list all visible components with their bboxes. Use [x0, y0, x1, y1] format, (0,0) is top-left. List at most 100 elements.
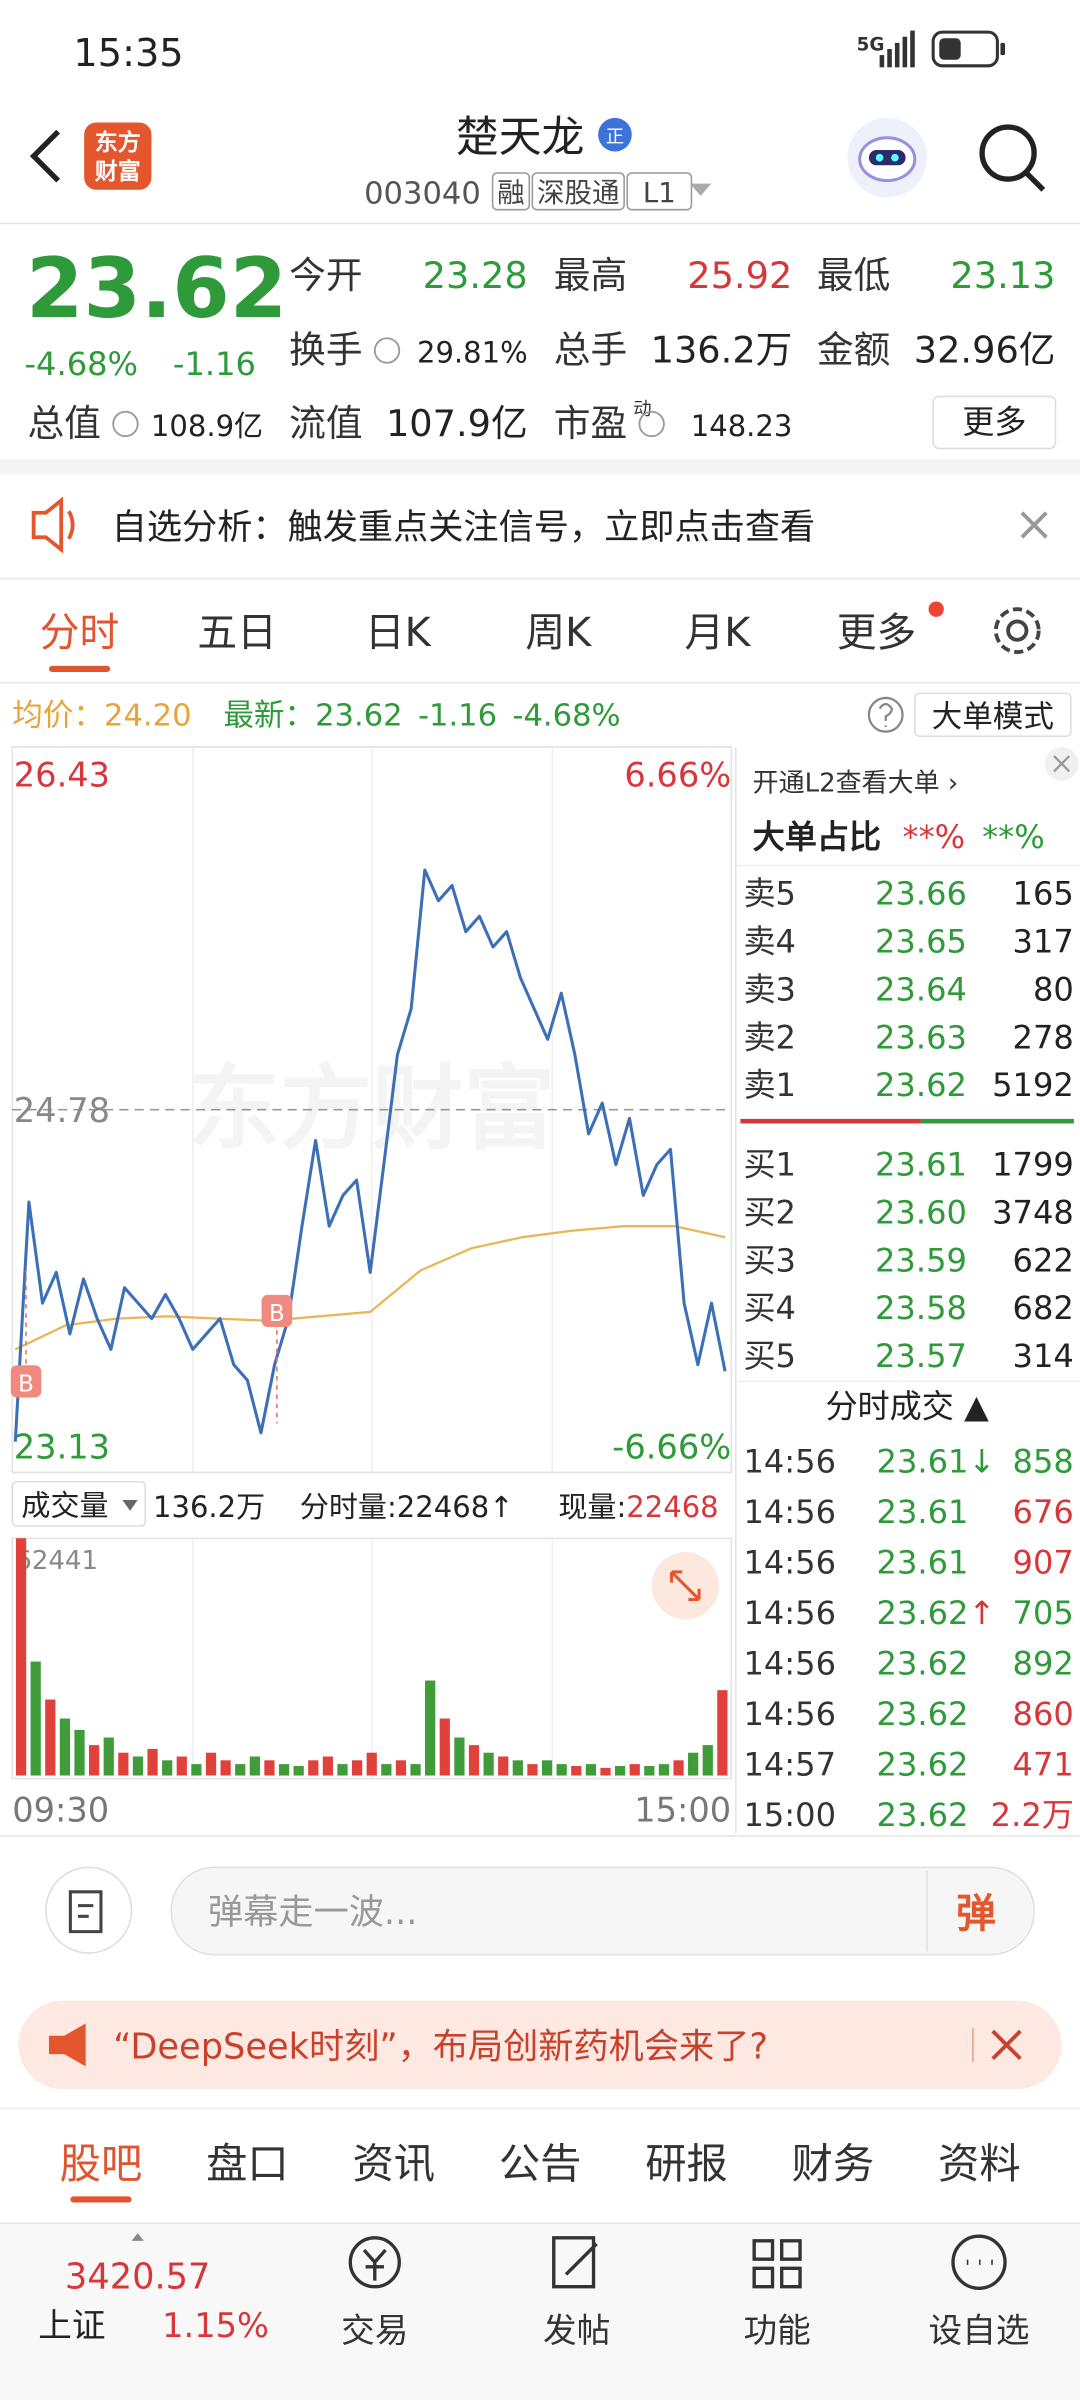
- trade-price: 23.62↑: [877, 1594, 996, 1632]
- banner-text[interactable]: “DeepSeek时刻”，布局创新药机会来了?: [113, 2027, 768, 2068]
- volume-bar: [191, 1764, 202, 1776]
- field-label: 金额: [817, 329, 890, 372]
- expand-button[interactable]: [651, 1552, 719, 1620]
- index-change[interactable]: 1.15%: [162, 2306, 269, 2345]
- more-button-text[interactable]: 更多: [962, 403, 1026, 441]
- book-volume: 278: [1013, 1018, 1074, 1056]
- mode-button-text[interactable]: 大单模式: [932, 700, 1054, 735]
- field-value: 108.9亿: [151, 409, 263, 443]
- close-button[interactable]: [1020, 511, 1048, 539]
- chart-tab[interactable]: 月K: [685, 610, 752, 656]
- y-tick-label: 24.78: [14, 1091, 110, 1130]
- chart-tab[interactable]: 周K: [525, 610, 592, 656]
- trade-arrow: ↓: [968, 1442, 995, 1480]
- pct-label: -6.66%: [612, 1428, 731, 1467]
- book-label: 买3: [743, 1241, 796, 1279]
- trade-time: 14:56: [743, 1695, 836, 1733]
- book-volume: 622: [1013, 1241, 1074, 1279]
- volume-bar: [439, 1718, 450, 1776]
- avg-value: 24.20: [104, 699, 192, 734]
- y-tick-label: 23.13: [14, 1428, 110, 1467]
- divider: [737, 1380, 1080, 1383]
- nav-item[interactable]: 功能: [743, 2311, 810, 2350]
- notice-text[interactable]: 自选分析：触发重点关注信号，立即点击查看: [112, 507, 816, 548]
- tag-box: [491, 172, 531, 211]
- index-value[interactable]: 3420.57: [65, 2256, 210, 2297]
- chart-tab[interactable]: 五日: [197, 610, 277, 656]
- chart-tab[interactable]: 日K: [365, 610, 432, 656]
- banner[interactable]: [18, 2000, 1062, 2090]
- volume-bar: [132, 1756, 144, 1776]
- nav-item[interactable]: 交易: [341, 2311, 408, 2350]
- comment-icon-button[interactable]: [45, 1866, 133, 1954]
- field-label: 总手: [554, 329, 627, 372]
- more-button[interactable]: [932, 395, 1057, 450]
- volume-bar: [147, 1748, 158, 1776]
- chart-tab[interactable]: 分时: [40, 610, 120, 656]
- trade-volume: 907: [1013, 1543, 1074, 1581]
- bottom-tab[interactable]: 研报: [645, 2140, 728, 2188]
- price: 23.62: [26, 241, 287, 337]
- marker-box: [10, 1365, 42, 1398]
- book-ratio-bar: [920, 1118, 1074, 1124]
- bottom-tab[interactable]: 财务: [792, 2140, 875, 2188]
- volume-bar: [293, 1766, 304, 1776]
- megaphone-icon: [48, 2023, 86, 2067]
- volume-bar: [717, 1690, 728, 1776]
- book-label: 买2: [743, 1193, 796, 1231]
- comment-input[interactable]: [170, 1866, 1035, 1956]
- tag-box: [531, 172, 625, 211]
- separator: [0, 459, 1080, 475]
- book-price: 23.57: [875, 1337, 967, 1375]
- x-tick-label: 15:00: [634, 1790, 731, 1829]
- nav-item[interactable]: 设自选: [929, 2311, 1030, 2350]
- bottom-tabs: 股吧 盘口 资讯 公告 研报 财务 资料: [60, 2140, 1021, 2203]
- dropdown-arrow[interactable]: [689, 183, 712, 196]
- settings-button[interactable]: [993, 607, 1041, 654]
- chart-tab[interactable]: 更多: [837, 610, 917, 656]
- volume-bar: [381, 1764, 392, 1776]
- bottom-tab[interactable]: 资讯: [352, 2140, 435, 2188]
- mode-button[interactable]: [914, 692, 1072, 737]
- book-volume: 3748: [992, 1193, 1074, 1231]
- trade-volume: 892: [1013, 1644, 1074, 1682]
- book-volume: 165: [1013, 875, 1074, 913]
- search-button[interactable]: [979, 124, 1046, 192]
- marker: B: [269, 1301, 285, 1327]
- trade-price: 23.61: [877, 1543, 969, 1581]
- latest-pct: -4.68%: [512, 699, 620, 734]
- nav-item[interactable]: 发帖: [543, 2311, 610, 2350]
- book-label: 卖1: [743, 1066, 796, 1104]
- book-label: 卖4: [743, 922, 796, 960]
- trade-time: 14:56: [743, 1644, 836, 1682]
- banner-close[interactable]: [991, 2029, 1022, 2061]
- l2-promo[interactable]: 开通L2查看大单 ›: [753, 768, 959, 798]
- bottom-tab[interactable]: 公告: [499, 2140, 582, 2188]
- trade-volume: 471: [1013, 1746, 1074, 1784]
- trade-price: 23.62: [877, 1644, 969, 1682]
- volume-label[interactable]: 成交量: [21, 1488, 108, 1522]
- book-label: 买4: [743, 1289, 796, 1327]
- bottom-tab[interactable]: 股吧: [60, 2140, 143, 2188]
- bottom-tab[interactable]: 盘口: [206, 2140, 289, 2188]
- volume-selector[interactable]: [11, 1480, 147, 1527]
- comment-placeholder[interactable]: 弹幕走一波...: [208, 1892, 417, 1933]
- volume-bar: [352, 1760, 363, 1776]
- field-value: 32.96亿: [914, 329, 1056, 372]
- bottom-tab[interactable]: 资料: [938, 2140, 1021, 2188]
- danmaku-button[interactable]: 弹: [956, 1891, 996, 1937]
- volume-bar: [527, 1764, 538, 1776]
- robot-avatar[interactable]: [847, 117, 928, 198]
- help-icon[interactable]: [867, 696, 904, 733]
- dropdown-arrow: [122, 1500, 138, 1511]
- volume-bar: [205, 1752, 217, 1776]
- marker-box: [261, 1294, 293, 1328]
- signal-icon: [879, 30, 915, 68]
- book-price: 23.60: [875, 1193, 967, 1231]
- back-button[interactable]: [29, 129, 61, 183]
- index-name[interactable]: 上证: [38, 2306, 105, 2345]
- book-volume: 1799: [992, 1146, 1074, 1184]
- avg-line: [14, 1225, 726, 1351]
